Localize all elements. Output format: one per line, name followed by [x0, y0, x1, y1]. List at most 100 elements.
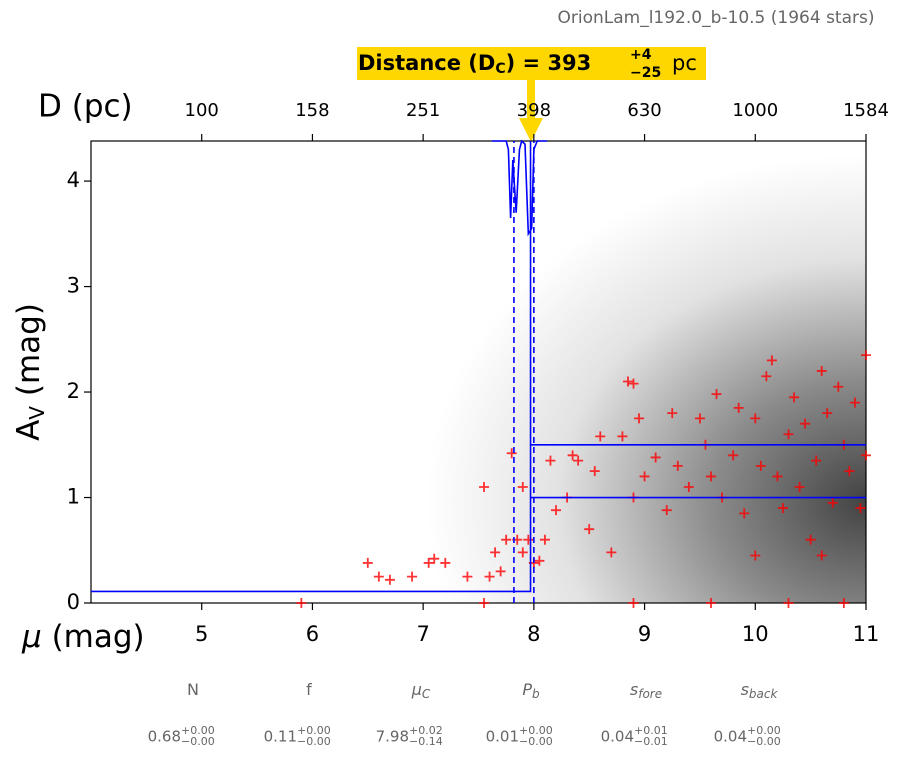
- header: OrionLam_l192.0_b-10.5 (1964 stars): [557, 8, 874, 28]
- param-minus: −0.01: [634, 735, 668, 748]
- param-name: N: [187, 680, 199, 699]
- data-point: [429, 553, 440, 564]
- data-point: [800, 418, 811, 429]
- data-point: [634, 413, 645, 424]
- data-point: [440, 557, 451, 568]
- data-point: [589, 466, 600, 477]
- data-point: [844, 466, 855, 477]
- data-point: [501, 534, 512, 545]
- annotation-unit: pc: [672, 51, 697, 75]
- x2-tick-label: 158: [295, 100, 329, 121]
- data-point: [794, 481, 805, 492]
- param-symbol: N: [187, 680, 199, 699]
- data-point: [755, 460, 766, 471]
- param-subscript: b: [532, 687, 540, 701]
- data-point: [750, 413, 761, 424]
- x2-axis-label: D (pc): [38, 89, 133, 125]
- x2-tick-label: 251: [406, 100, 440, 121]
- param-subscript: C: [422, 687, 431, 701]
- param-name: μC: [411, 680, 431, 701]
- data-point: [362, 557, 373, 568]
- data-point: [517, 481, 528, 492]
- x-tick-label: 9: [638, 622, 651, 646]
- data-point: [661, 505, 672, 516]
- data-point: [534, 555, 545, 566]
- data-point: [761, 371, 772, 382]
- x-tick-label: 7: [416, 622, 429, 646]
- data-point: [772, 471, 783, 482]
- data-point: [827, 497, 838, 508]
- data-point: [838, 598, 849, 608]
- data-point: [622, 376, 633, 387]
- plot-frame: [90, 140, 867, 604]
- y-tick-label: 1: [67, 485, 80, 509]
- annotation-plus: +4: [630, 47, 652, 63]
- data-point: [706, 471, 716, 482]
- data-point: [384, 574, 395, 585]
- data-point: [833, 381, 844, 392]
- annotation: Distance (DC) = 393: [358, 51, 591, 77]
- param-plus: +0.00: [747, 724, 781, 737]
- data-point: [479, 598, 490, 608]
- data-point: [816, 365, 827, 376]
- data-point: [650, 452, 661, 463]
- data-point: [766, 355, 777, 366]
- param-plus: +0.00: [297, 724, 331, 737]
- annotation-minus: −25: [630, 65, 661, 81]
- x2-tick-label: 1584: [843, 100, 889, 121]
- y-tick-label: 4: [67, 168, 80, 192]
- data-point: [861, 350, 871, 361]
- data-point: [667, 408, 678, 419]
- param-minus: −0.00: [519, 735, 553, 748]
- param-minus: −0.14: [409, 735, 443, 748]
- param-plus: +0.00: [181, 724, 215, 737]
- param-plus: +0.01: [634, 724, 668, 737]
- data-point: [484, 571, 495, 582]
- data-point: [694, 413, 705, 424]
- data-point: [822, 408, 833, 419]
- param-minus: −0.00: [297, 735, 331, 748]
- x-axis-label: μ (mag): [21, 619, 145, 655]
- data-point: [739, 508, 750, 519]
- param-value: 0.04: [601, 728, 634, 746]
- data-point: [683, 481, 694, 492]
- y-tick-label: 2: [67, 379, 80, 403]
- x-tick-label: 5: [195, 622, 208, 646]
- param-subscript: back: [749, 687, 779, 701]
- data-point: [606, 547, 617, 558]
- model-line: [91, 141, 532, 593]
- data-point: [523, 534, 534, 545]
- data-point: [733, 402, 744, 413]
- param-symbol: f: [306, 680, 312, 699]
- data-point: [517, 547, 528, 558]
- data-point: [706, 598, 716, 608]
- x2-tick-label: 630: [627, 100, 661, 121]
- data-point: [595, 431, 606, 442]
- param-value: 0.01: [486, 728, 519, 746]
- param-plus: +0.00: [519, 724, 553, 737]
- x-tick-label: 6: [306, 622, 319, 646]
- model-line: [491, 139, 548, 237]
- data-point: [783, 598, 794, 608]
- data-point: [573, 455, 584, 466]
- data-point: [628, 378, 639, 389]
- data-point: [711, 389, 722, 400]
- data-point: [479, 481, 490, 492]
- data-point: [805, 534, 816, 545]
- data-point: [849, 397, 860, 408]
- param-symbol: s: [741, 680, 749, 699]
- param-name: sfore: [630, 680, 662, 701]
- data-point: [407, 571, 418, 582]
- data-point: [462, 571, 473, 582]
- data-point: [617, 431, 628, 442]
- data-point: [861, 450, 871, 461]
- param-symbol: s: [630, 680, 638, 699]
- param-symbol: P: [522, 680, 532, 699]
- param-value: 0.11: [264, 728, 297, 746]
- annotation-box: [357, 47, 706, 80]
- x2-tick-label: 1000: [732, 100, 778, 121]
- data-point: [551, 505, 561, 516]
- data-point: [628, 598, 639, 608]
